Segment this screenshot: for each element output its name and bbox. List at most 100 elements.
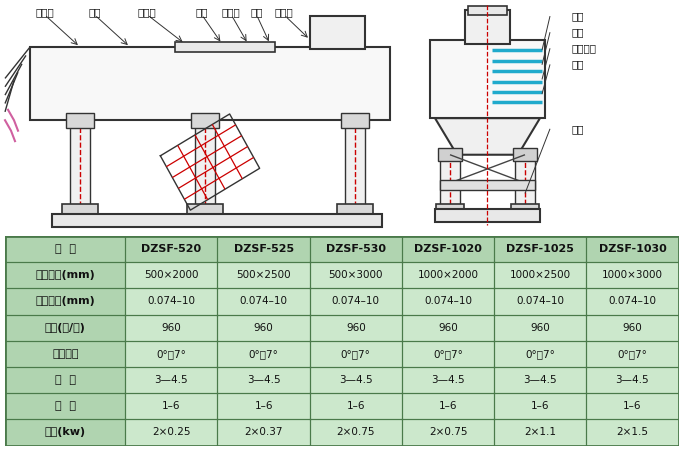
Text: 1–6: 1–6	[347, 401, 365, 411]
Bar	[310, 341, 402, 367]
Bar	[175, 42, 275, 52]
Bar	[436, 204, 464, 213]
Bar	[494, 236, 586, 262]
Bar	[402, 262, 494, 288]
Text: 0°－7°: 0°－7°	[525, 349, 555, 359]
Bar	[5, 288, 125, 314]
Text: 960: 960	[161, 322, 181, 333]
Bar	[218, 288, 310, 314]
Bar	[310, 236, 402, 262]
Text: 3—4.5: 3—4.5	[523, 375, 557, 385]
Text: 公称尺寸(mm): 公称尺寸(mm)	[36, 270, 95, 280]
Text: 1000×3000: 1000×3000	[602, 270, 663, 280]
Bar	[218, 367, 310, 393]
Text: 筛框: 筛框	[572, 11, 585, 21]
Text: 0.074–10: 0.074–10	[516, 296, 564, 306]
Text: 1–6: 1–6	[623, 401, 642, 411]
Text: 2×0.37: 2×0.37	[244, 428, 283, 437]
Text: 振次(次/分): 振次(次/分)	[45, 322, 86, 333]
Bar	[586, 419, 679, 446]
Text: 0°－7°: 0°－7°	[341, 349, 371, 359]
Polygon shape	[435, 118, 540, 155]
Bar	[430, 40, 545, 118]
Bar	[586, 314, 679, 341]
Bar	[5, 341, 125, 367]
Text: 960: 960	[622, 322, 642, 333]
Bar	[345, 120, 365, 209]
Bar	[5, 367, 125, 393]
Bar	[438, 148, 462, 161]
Bar	[586, 288, 679, 314]
Bar	[218, 419, 310, 446]
Text: 3—4.5: 3—4.5	[339, 375, 373, 385]
Bar	[440, 180, 535, 190]
Text: DZSF-530: DZSF-530	[326, 244, 386, 254]
Bar	[62, 204, 98, 214]
Bar	[402, 288, 494, 314]
Text: 0°－7°: 0°－7°	[433, 349, 463, 359]
Text: 0.074–10: 0.074–10	[332, 296, 380, 306]
Text: 型  号: 型 号	[55, 244, 76, 254]
Text: 1–6: 1–6	[162, 401, 181, 411]
Bar	[125, 236, 218, 262]
Text: 500×2500: 500×2500	[236, 270, 291, 280]
Bar	[195, 120, 215, 209]
Text: 500×2000: 500×2000	[144, 270, 198, 280]
Text: 上弹簧座: 上弹簧座	[572, 43, 597, 53]
Bar	[5, 419, 125, 446]
Bar	[586, 236, 679, 262]
Text: 3—4.5: 3—4.5	[616, 375, 649, 385]
Bar	[310, 16, 365, 49]
Bar	[5, 262, 125, 288]
Text: 960: 960	[530, 322, 550, 333]
Bar	[30, 47, 390, 120]
Bar	[310, 367, 402, 393]
Bar	[586, 367, 679, 393]
Bar	[494, 393, 586, 419]
Bar	[218, 314, 310, 341]
Text: DZSF-1025: DZSF-1025	[506, 244, 574, 254]
Bar	[5, 236, 125, 262]
Text: 1000×2500: 1000×2500	[510, 270, 570, 280]
Text: 0.074–10: 0.074–10	[147, 296, 196, 306]
Bar	[465, 10, 510, 44]
Text: 筛面倾角: 筛面倾角	[52, 349, 79, 359]
Bar	[310, 288, 402, 314]
Bar	[402, 393, 494, 419]
Bar	[402, 314, 494, 341]
Bar	[218, 262, 310, 288]
Text: 2×1.5: 2×1.5	[616, 428, 648, 437]
Text: 3—4.5: 3—4.5	[155, 375, 188, 385]
Text: 1–6: 1–6	[438, 401, 458, 411]
Bar	[125, 393, 218, 419]
Bar	[125, 341, 218, 367]
Text: 0.074–10: 0.074–10	[609, 296, 657, 306]
Bar	[586, 393, 679, 419]
Text: DZSF-1030: DZSF-1030	[598, 244, 666, 254]
Bar	[310, 262, 402, 288]
Text: 电机座: 电机座	[222, 7, 241, 17]
Bar	[337, 204, 373, 214]
Bar	[513, 148, 537, 161]
Bar	[125, 419, 218, 446]
Text: 3—4.5: 3—4.5	[431, 375, 465, 385]
Text: 功率(kw): 功率(kw)	[45, 428, 86, 437]
Text: 上盖: 上盖	[196, 7, 208, 17]
Bar	[494, 341, 586, 367]
Bar	[125, 314, 218, 341]
Text: 传力板: 传力板	[137, 7, 157, 17]
Bar	[341, 113, 369, 128]
Text: 底腿: 底腿	[572, 124, 585, 134]
Text: 2×0.75: 2×0.75	[337, 428, 375, 437]
Bar	[52, 214, 382, 227]
Text: 0°－7°: 0°－7°	[618, 349, 647, 359]
Bar	[515, 155, 535, 209]
Bar	[494, 367, 586, 393]
Text: 2×1.1: 2×1.1	[524, 428, 556, 437]
Text: 0.074–10: 0.074–10	[424, 296, 472, 306]
Bar	[310, 393, 402, 419]
Text: 1000×2000: 1000×2000	[417, 270, 479, 280]
Text: 0°－7°: 0°－7°	[157, 349, 186, 359]
Bar	[494, 314, 586, 341]
Bar	[586, 262, 679, 288]
